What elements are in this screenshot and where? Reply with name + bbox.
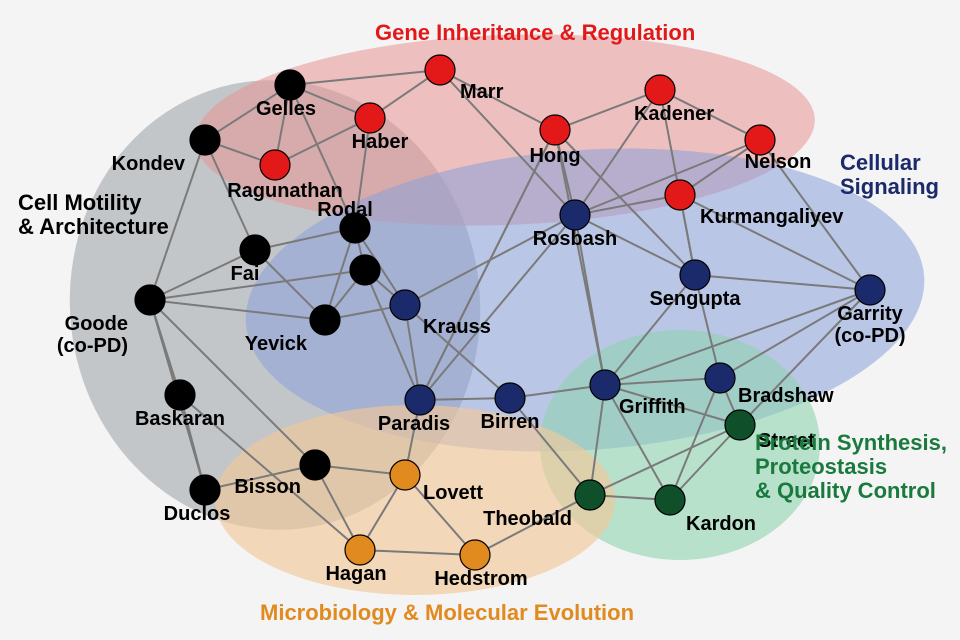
node-label-griffith: Griffith bbox=[619, 396, 686, 418]
node-lovett bbox=[390, 460, 420, 490]
node-label-kardon: Kardon bbox=[686, 513, 756, 535]
node-label-theobald: Theobald bbox=[483, 508, 572, 530]
cluster-label-protein-synthesis: Protein Synthesis,Proteostasis& Quality … bbox=[755, 430, 947, 503]
node-haber bbox=[355, 103, 385, 133]
node-label-hong: Hong bbox=[529, 145, 580, 167]
cluster-label-cellular-signaling: CellularSignaling bbox=[840, 150, 939, 199]
node-goode bbox=[135, 285, 165, 315]
node-label-hedstrom: Hedstrom bbox=[434, 568, 527, 590]
node-label-haber: Haber bbox=[352, 131, 409, 153]
node-baskaran bbox=[165, 380, 195, 410]
node-birren bbox=[495, 383, 525, 413]
node-label-paradis: Paradis bbox=[378, 413, 450, 435]
node-griffith bbox=[590, 370, 620, 400]
node-label-duclos: Duclos bbox=[164, 503, 231, 525]
node-label-kadener: Kadener bbox=[634, 103, 714, 125]
node-marr bbox=[425, 55, 455, 85]
node-paradis bbox=[405, 385, 435, 415]
node-garrity bbox=[855, 275, 885, 305]
node-hagan bbox=[345, 535, 375, 565]
node-kondev bbox=[190, 125, 220, 155]
cluster-label-microbiology: Microbiology & Molecular Evolution bbox=[260, 600, 634, 625]
node-kadener bbox=[645, 75, 675, 105]
node-label-kondev: Kondev bbox=[112, 153, 186, 175]
node-label-kurman: Kurmangaliyev bbox=[700, 206, 844, 228]
cluster-label-gene-inheritance: Gene Inheritance & Regulation bbox=[375, 20, 695, 45]
node-fai bbox=[240, 235, 270, 265]
node-label-yevick: Yevick bbox=[245, 333, 308, 355]
node-rodal2 bbox=[350, 255, 380, 285]
node-duclos bbox=[190, 475, 220, 505]
node-label-garrity: Garrity(co-PD) bbox=[834, 303, 905, 347]
node-label-fai: Fai bbox=[231, 263, 260, 285]
node-label-lovett: Lovett bbox=[423, 482, 483, 504]
network-diagram: GellesKondevMarrHaberRagunathanHongKaden… bbox=[0, 0, 960, 640]
node-street bbox=[725, 410, 755, 440]
node-label-bisson: Bisson bbox=[234, 476, 301, 498]
node-kardon bbox=[655, 485, 685, 515]
node-label-marr: Marr bbox=[460, 81, 504, 103]
node-sengupta bbox=[680, 260, 710, 290]
node-rosbash bbox=[560, 200, 590, 230]
node-hedstrom bbox=[460, 540, 490, 570]
node-yevick bbox=[310, 305, 340, 335]
node-label-bradshaw: Bradshaw bbox=[738, 385, 834, 407]
node-kurman bbox=[665, 180, 695, 210]
node-label-baskaran: Baskaran bbox=[135, 408, 225, 430]
node-label-hagan: Hagan bbox=[325, 563, 386, 585]
node-label-sengupta: Sengupta bbox=[649, 288, 741, 310]
node-label-gelles: Gelles bbox=[256, 98, 316, 120]
node-bradshaw bbox=[705, 363, 735, 393]
node-label-birren: Birren bbox=[481, 411, 540, 433]
node-label-rosbash: Rosbash bbox=[533, 228, 617, 250]
node-ragu bbox=[260, 150, 290, 180]
node-bisson bbox=[300, 450, 330, 480]
node-theobald bbox=[575, 480, 605, 510]
node-gelles bbox=[275, 70, 305, 100]
node-label-nelson: Nelson bbox=[745, 151, 812, 173]
node-label-goode: Goode(co-PD) bbox=[57, 313, 128, 357]
node-label-krauss: Krauss bbox=[423, 316, 491, 338]
node-krauss bbox=[390, 290, 420, 320]
node-hong bbox=[540, 115, 570, 145]
node-label-rodal: Rodal bbox=[317, 199, 373, 221]
